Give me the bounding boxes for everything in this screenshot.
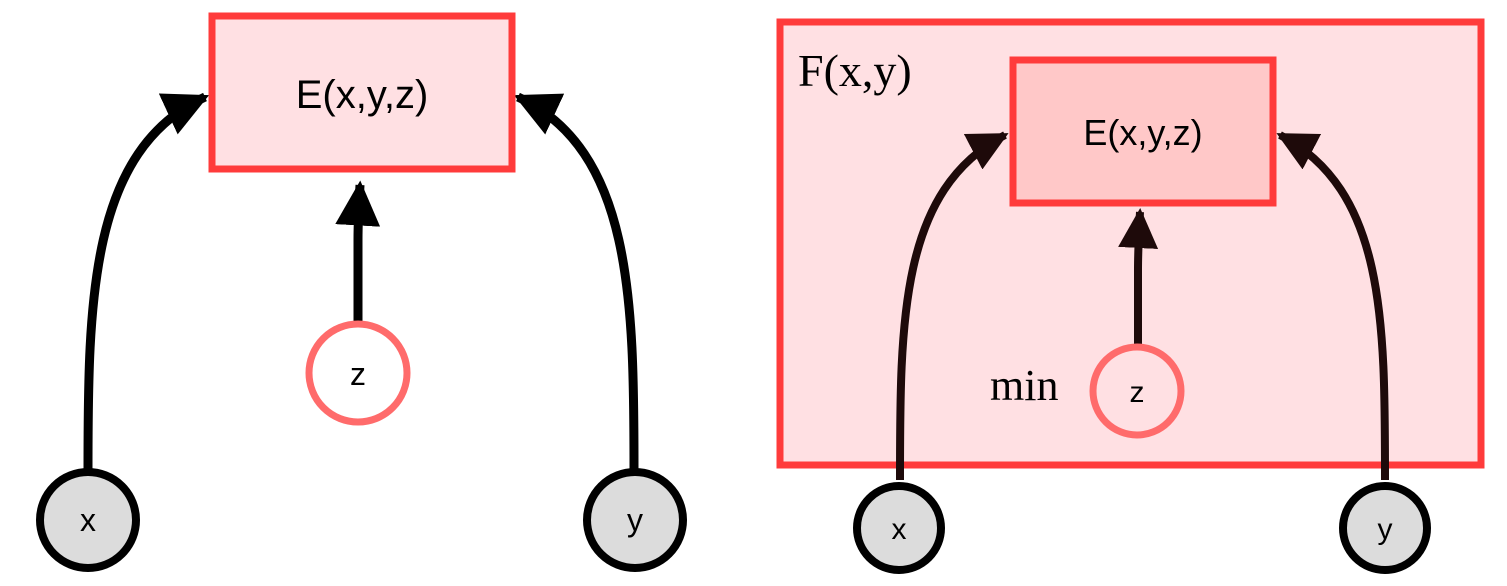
inner-latent-node-z xyxy=(1089,343,1185,439)
input-node-x-label: x xyxy=(80,502,96,538)
arrow-z-to-energy xyxy=(335,180,381,323)
latent-node-z xyxy=(305,320,411,426)
inner-energy-box-label: E(x,y,z) xyxy=(1083,112,1202,153)
inner-energy-box xyxy=(1009,56,1277,207)
arrow-z-to-inner-energy xyxy=(1118,208,1159,345)
inner-latent-node-label: z xyxy=(1130,376,1145,409)
input-node-y xyxy=(583,468,687,572)
energy-box-label: E(x,y,z) xyxy=(296,73,429,117)
arrow-x-to-inner-energy xyxy=(896,131,1009,481)
input-node-y-label: y xyxy=(627,502,643,538)
left-diagram: E(x,y,z) z x y xyxy=(36,12,687,572)
right-input-node-x-label: x xyxy=(892,513,907,546)
energy-box xyxy=(208,12,516,173)
right-input-node-x xyxy=(853,482,945,574)
free-energy-label: F(x,y) xyxy=(798,45,912,96)
right-input-node-y xyxy=(1339,482,1431,574)
right-diagram: F(x,y) E(x,y,z) min z x y xyxy=(776,18,1485,574)
right-input-node-y-label: y xyxy=(1378,513,1393,546)
min-operator-label: min xyxy=(990,361,1058,410)
arrow-y-to-energy xyxy=(513,92,639,471)
latent-node-label: z xyxy=(350,356,366,392)
arrow-x-to-energy xyxy=(83,92,210,471)
input-node-x xyxy=(36,468,140,572)
arrow-y-to-inner-energy xyxy=(1276,131,1389,481)
